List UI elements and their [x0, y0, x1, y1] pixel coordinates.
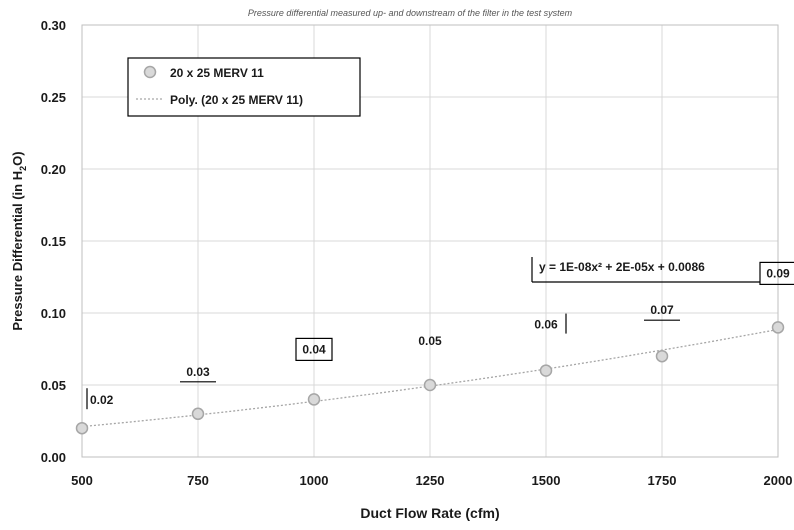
legend-series-label: 20 x 25 MERV 11 [170, 66, 264, 80]
y-axis-title: Pressure Differential (in H2O) [10, 151, 28, 330]
data-label: 0.04 [302, 342, 326, 356]
data-label-box [759, 261, 794, 285]
data-point[interactable] [191, 407, 205, 421]
x-tick-label: 500 [71, 473, 93, 488]
data-label: 0.05 [418, 334, 442, 348]
data-label: 0.03 [186, 365, 210, 379]
y-tick-label: 0.15 [41, 234, 66, 249]
x-tick-label: 2000 [764, 473, 793, 488]
data-point[interactable] [771, 321, 785, 334]
y-tick-label: 0.10 [41, 306, 66, 321]
x-tick-label: 1750 [648, 473, 677, 488]
y-tick-label: 0.30 [41, 18, 66, 33]
x-axis-title: Duct Flow Rate (cfm) [360, 505, 499, 521]
y-tick-label: 0.20 [41, 162, 66, 177]
data-label: 0.02 [90, 393, 114, 407]
legend-box [127, 57, 361, 117]
y-tick-label: 0.00 [41, 450, 66, 465]
legend-trend-label: Poly. (20 x 25 MERV 11) [170, 93, 303, 107]
legend-marker [143, 65, 157, 79]
y-axis-title-end: O) [10, 151, 25, 165]
y-axis-title-main: Pressure Differential (in H [10, 171, 25, 331]
trendline-equation: y = 1E-08x² + 2E-05x + 0.0086 [539, 260, 705, 274]
data-point[interactable] [75, 421, 89, 435]
data-point[interactable] [423, 378, 437, 392]
x-tick-label: 1250 [416, 473, 445, 488]
plot-area [81, 24, 779, 458]
data-label: 0.09 [766, 266, 790, 280]
x-tick-label: 1000 [300, 473, 329, 488]
x-tick-label: 750 [187, 473, 209, 488]
data-point[interactable] [539, 364, 553, 377]
y-tick-label: 0.25 [41, 90, 66, 105]
data-point[interactable] [655, 349, 669, 363]
data-label: 0.07 [650, 303, 674, 317]
data-label-box [295, 337, 333, 361]
data-label: 0.06 [534, 318, 558, 332]
y-axis-title-subscript: 2 [18, 166, 28, 171]
chart-subtitle: Pressure differential measured up- and d… [247, 8, 573, 18]
x-tick-label: 1500 [532, 473, 561, 488]
y-tick-label: 0.05 [41, 378, 66, 393]
data-point[interactable] [307, 393, 321, 406]
